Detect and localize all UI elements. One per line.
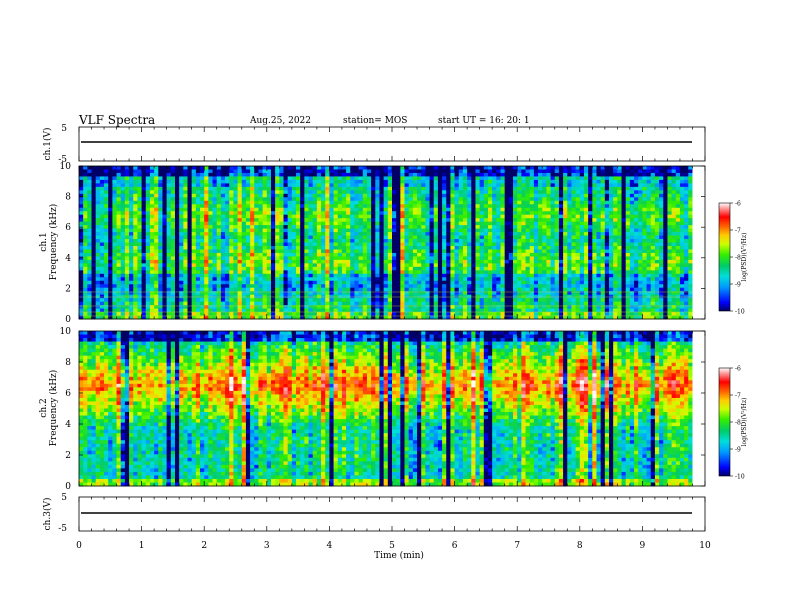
ylabel-ch2-channel: ch.2 <box>39 398 49 417</box>
colorbar-tick-label: -7 <box>735 228 741 235</box>
ytick-label: 4 <box>65 254 71 264</box>
colorbar-tick-label: -8 <box>735 420 741 427</box>
xtick-label: 5 <box>389 541 395 551</box>
xtick-labels: 0 1 2 3 4 5 6 7 8 9 10 <box>76 541 711 551</box>
station-label: station= MOS <box>343 116 408 126</box>
xtick-label: 7 <box>514 541 520 551</box>
ticks-panel-1 <box>78 127 706 161</box>
yticks-ch2-spec: 0 2 4 6 8 10 <box>60 327 705 492</box>
colorbar-ch2: -6 -7 -8 -9 -10 log(PSD)(V²/Hz) <box>718 366 748 481</box>
chart-title: VLF Spectra <box>79 113 156 127</box>
start-ut-label: start UT = 16: 20: 1 <box>438 116 530 126</box>
ytick-label: 4 <box>65 420 71 430</box>
colorbar-tick-label: -8 <box>735 255 741 262</box>
ylabel-ch3-waveform: ch.3(V) <box>42 498 53 531</box>
ytick-ch1-bottom: -5 <box>58 155 67 165</box>
ytick-ch3-top: 5 <box>61 493 67 503</box>
panel-ch1-waveform: 5 -5 ch.1(V) <box>42 124 706 165</box>
ticks-panel-2 <box>78 166 706 319</box>
ytick-label: 6 <box>65 223 71 233</box>
colorbar-ch1-label: log(PSD)(V²/Hz) <box>741 233 748 282</box>
ytick-label: 0 <box>65 482 71 492</box>
colorbar-tick-label: -7 <box>735 393 741 400</box>
ylabel-ch2-frequency: Frequency (kHz) <box>48 370 59 447</box>
ch1-spectrogram <box>79 166 706 320</box>
xtick-label: 4 <box>327 541 333 551</box>
xtick-label: 9 <box>640 541 646 551</box>
colorbar-ch1: -6 -7 -8 -9 -10 log(PSD)(V²/Hz) <box>718 201 748 316</box>
colorbar-tick-label: -10 <box>735 309 745 316</box>
ytick-label: 8 <box>65 193 71 203</box>
colorbar-tick-label: -9 <box>735 447 741 454</box>
panel-ch1-spectrogram: 0 2 4 6 8 10 ch.1 Frequency (kHz) <box>39 162 706 325</box>
colorbar-ch2-label: log(PSD)(V²/Hz) <box>741 398 748 447</box>
ytick-label: 2 <box>65 284 71 294</box>
ylabel-ch1-frequency: Frequency (kHz) <box>48 204 59 281</box>
ytick-ch1-top: 5 <box>61 124 67 134</box>
ytick-label: 8 <box>65 358 71 368</box>
ytick-label: 6 <box>65 389 71 399</box>
xtick-label: 10 <box>699 541 711 551</box>
ytick-label: 10 <box>60 327 72 337</box>
ytick-label: 0 <box>65 315 71 325</box>
ytick-ch3-bottom: -5 <box>58 524 67 534</box>
colorbar-tick-label: -9 <box>735 282 741 289</box>
colorbar-tick-label: -6 <box>735 366 741 373</box>
xtick-label: 3 <box>264 541 270 551</box>
panel-ch3-waveform: 5 -5 ch.3(V) 0 1 2 3 4 5 6 7 8 9 10 Time (min) <box>42 493 711 561</box>
ticks-panel-3 <box>78 331 706 486</box>
colorbar-ch2-ticks: -6 -7 -8 -9 -10 <box>730 366 745 481</box>
ytick-label: 2 <box>65 451 71 461</box>
ytick-label: 10 <box>60 162 72 172</box>
xtick-label: 1 <box>139 541 145 551</box>
colorbar-ch1-ticks: -6 -7 -8 -9 -10 <box>730 201 745 316</box>
colorbar-tick-label: -10 <box>735 474 745 481</box>
date-label: Aug.25, 2022 <box>250 116 311 126</box>
xtick-label: 0 <box>76 541 82 551</box>
panel-ch2-spectrogram: 0 2 4 6 8 10 ch.2 Frequency (kHz) <box>39 327 706 492</box>
xtick-label: 8 <box>577 541 583 551</box>
xtick-label: 6 <box>452 541 458 551</box>
ylabel-ch1-waveform: ch.1(V) <box>42 128 53 161</box>
xlabel-time: Time (min) <box>374 550 424 561</box>
yticks-ch1-spec: 0 2 4 6 8 10 <box>60 162 705 325</box>
colorbar-tick-label: -6 <box>735 201 741 208</box>
ch2-spectrogram <box>79 331 706 487</box>
ylabel-ch1-channel: ch.1 <box>39 232 49 251</box>
xtick-label: 2 <box>201 541 207 551</box>
ticks-panel-4 <box>78 497 706 531</box>
